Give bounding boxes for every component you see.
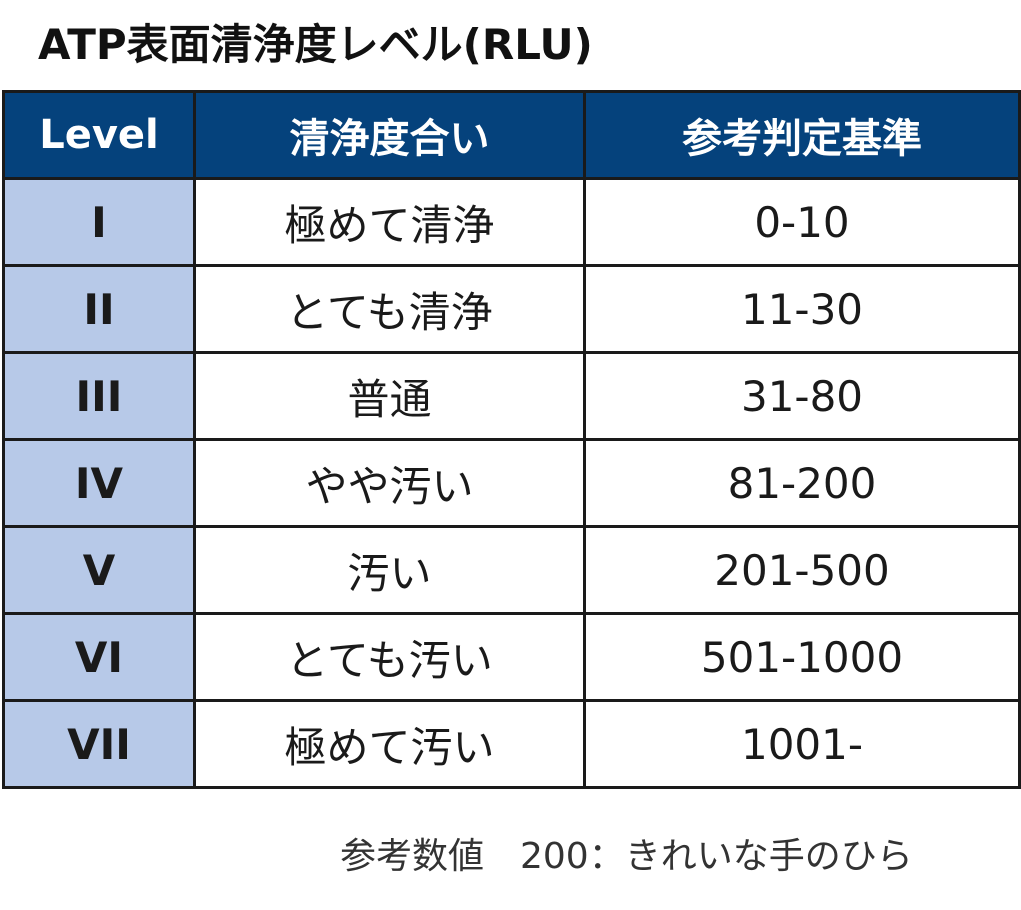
level-cell: IV — [2, 438, 196, 528]
table-header-row: Level 清浄度合い 参考判定基準 — [2, 90, 1021, 180]
cleanliness-cell: とても汚い — [193, 612, 586, 702]
header-cleanliness: 清浄度合い — [193, 90, 586, 180]
table-row: III 普通 31-80 — [2, 351, 1021, 441]
table-row: VI とても汚い 501-1000 — [2, 612, 1021, 702]
table-row: I 極めて清浄 0-10 — [2, 177, 1021, 267]
cleanliness-cell: やや汚い — [193, 438, 586, 528]
criteria-cell: 11-30 — [583, 264, 1021, 354]
level-cell: II — [2, 264, 196, 354]
level-cell: V — [2, 525, 196, 615]
cleanliness-cell: 普通 — [193, 351, 586, 441]
atp-level-table: Level 清浄度合い 参考判定基準 I 極めて清浄 0-10 II とても清浄… — [2, 90, 1021, 789]
level-cell: I — [2, 177, 196, 267]
cleanliness-cell: とても清浄 — [193, 264, 586, 354]
criteria-cell: 31-80 — [583, 351, 1021, 441]
table-row: VII 極めて汚い 1001- — [2, 699, 1021, 789]
level-cell: VI — [2, 612, 196, 702]
criteria-cell: 1001- — [583, 699, 1021, 789]
cleanliness-cell: 極めて汚い — [193, 699, 586, 789]
cleanliness-cell: 汚い — [193, 525, 586, 615]
level-cell: VII — [2, 699, 196, 789]
criteria-cell: 81-200 — [583, 438, 1021, 528]
criteria-cell: 0-10 — [583, 177, 1021, 267]
cleanliness-cell: 極めて清浄 — [193, 177, 586, 267]
criteria-cell: 201-500 — [583, 525, 1021, 615]
level-cell: III — [2, 351, 196, 441]
table-row: II とても清浄 11-30 — [2, 264, 1021, 354]
criteria-cell: 501-1000 — [583, 612, 1021, 702]
table-row: V 汚い 201-500 — [2, 525, 1021, 615]
page-title: ATP表面清浄度レベル(RLU) — [38, 20, 593, 69]
table-row: IV やや汚い 81-200 — [2, 438, 1021, 528]
reference-note: 参考数値 200：きれいな手のひら — [340, 836, 913, 877]
header-criteria: 参考判定基準 — [583, 90, 1021, 180]
header-level: Level — [2, 90, 196, 180]
